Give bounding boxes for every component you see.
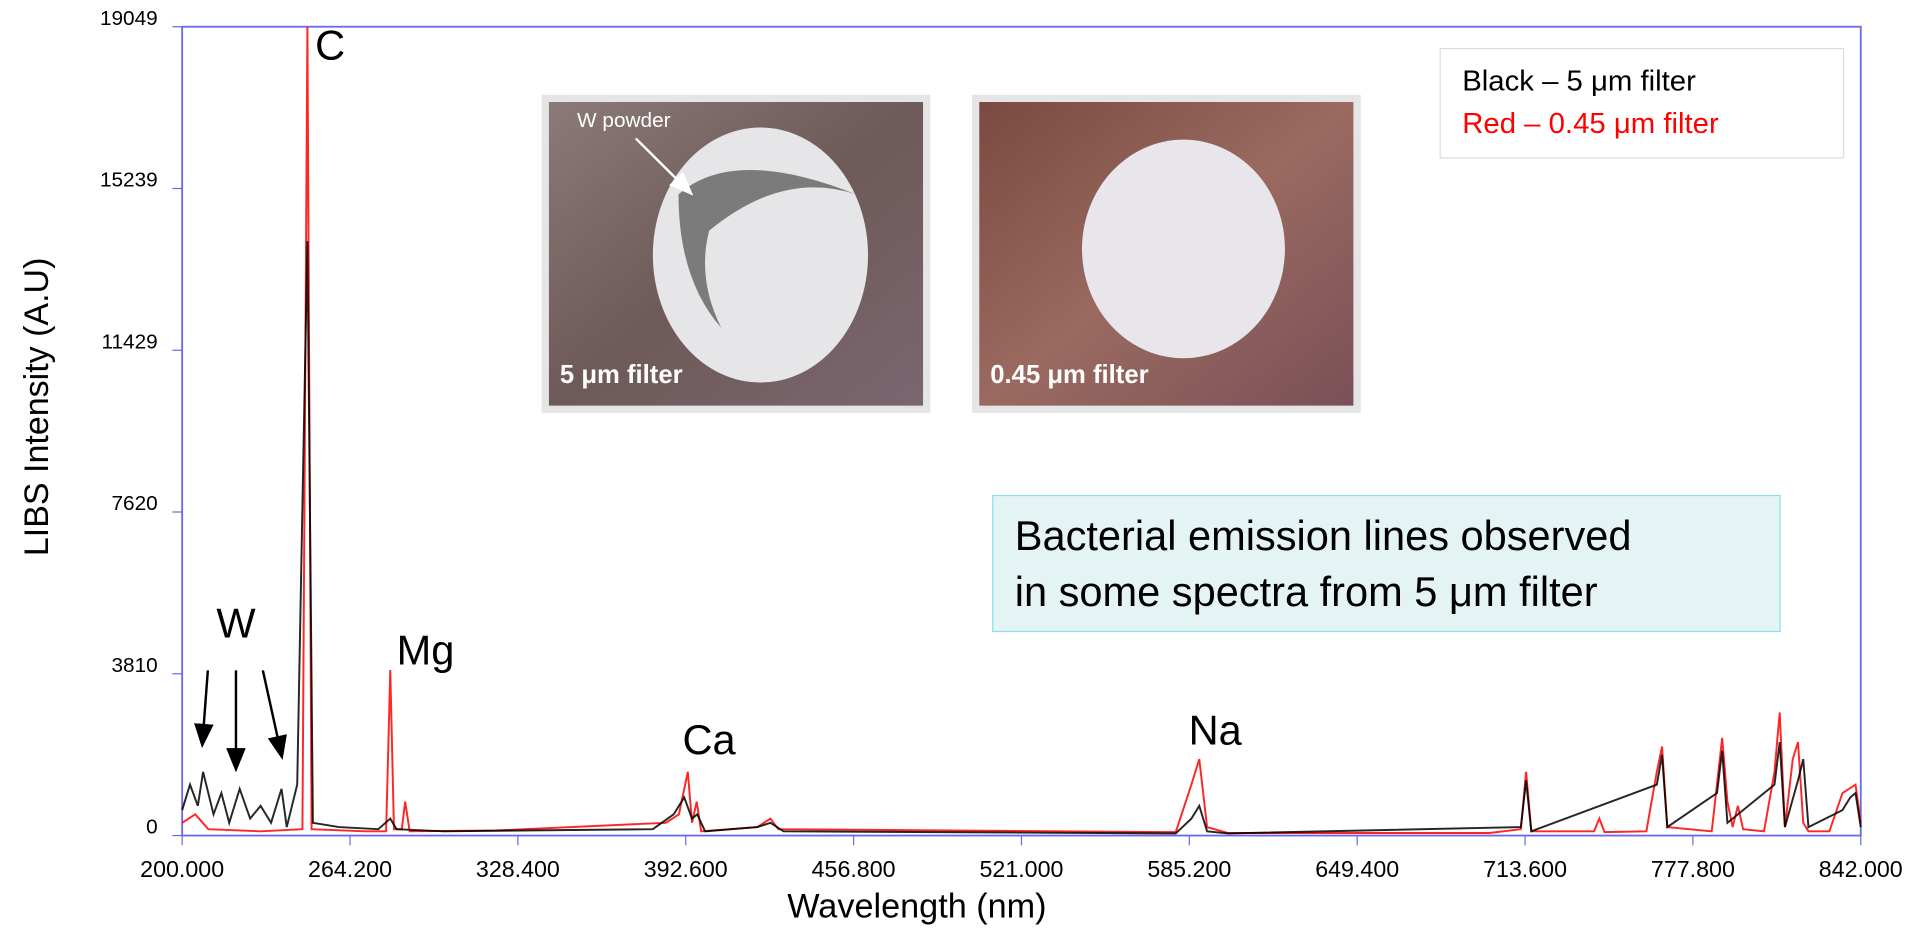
peak-label: Ca <box>683 716 737 763</box>
x-tick-label: 585.200 <box>1147 856 1231 882</box>
photo-label: 5 μm filter <box>560 361 683 389</box>
x-tick-label: 842.000 <box>1819 856 1903 882</box>
y-tick-label: 11429 <box>101 330 157 353</box>
peak-label: Na <box>1189 707 1243 754</box>
peak-label: C <box>315 22 345 69</box>
x-tick-label: 649.400 <box>1315 856 1399 882</box>
chart: Wavelength (nm) LIBS Intensity (A.U) W p… <box>0 0 1917 940</box>
y-tick-label: 0 <box>146 816 158 839</box>
photo-pointer: W powder <box>577 109 671 132</box>
photo-left: W powder 5 μm filter <box>542 95 931 413</box>
legend-entry: Black – 5 μm filter <box>1462 65 1696 97</box>
note-text: Bacterial emission lines observed <box>1015 512 1632 559</box>
y-tick-label: 15239 <box>100 169 158 192</box>
x-tick-label: 521.000 <box>979 856 1063 882</box>
peak-label: Mg <box>397 626 455 673</box>
y-axis-label: LIBS Intensity (A.U) <box>18 258 56 557</box>
legend-entry: Red – 0.45 μm filter <box>1462 108 1719 140</box>
x-tick-label: 392.600 <box>644 856 728 882</box>
photo-right: 0.45 μm filter <box>972 95 1361 413</box>
note-text: in some spectra from 5 μm filter <box>1015 568 1598 615</box>
x-tick-label: 328.400 <box>476 856 560 882</box>
x-tick-label: 456.800 <box>812 856 896 882</box>
x-axis-label: Wavelength (nm) <box>787 888 1046 926</box>
photo-label: 0.45 μm filter <box>990 361 1148 389</box>
w-arrows <box>203 670 280 760</box>
x-tick-label: 200.000 <box>140 856 224 882</box>
y-tick-label: 7620 <box>111 492 157 515</box>
x-tick-label: 264.200 <box>308 856 392 882</box>
peak-label: W <box>216 600 255 647</box>
y-tick-label: 19049 <box>100 7 158 30</box>
y-tick-label: 3810 <box>111 654 157 677</box>
x-tick-label: 777.800 <box>1651 856 1735 882</box>
x-tick-label: 713.600 <box>1483 856 1567 882</box>
